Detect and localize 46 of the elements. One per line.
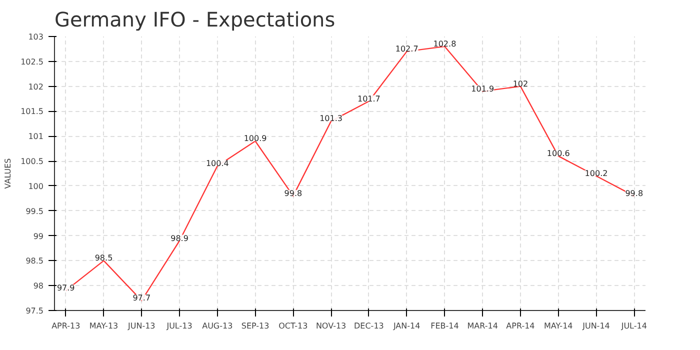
- y-tick-label: 99: [33, 232, 44, 241]
- x-tick-label: JAN-14: [392, 322, 420, 330]
- data-label: 99.8: [625, 188, 644, 198]
- x-tick-label: APR-14: [506, 322, 535, 330]
- x-tick-label: SEP-13: [241, 322, 270, 330]
- data-label: 97.7: [132, 294, 151, 303]
- data-label: 102.8: [433, 39, 456, 48]
- y-tick-label: 102: [28, 82, 44, 92]
- y-tick-label: 102.5: [20, 57, 44, 66]
- y-tick-label: 103: [28, 32, 44, 42]
- data-label: 101.3: [320, 114, 343, 124]
- x-tick-label: AUG-13: [202, 322, 233, 330]
- data-label: 102: [512, 79, 528, 88]
- data-label: 100.9: [244, 134, 267, 144]
- y-tick-label: 98.5: [26, 256, 44, 266]
- data-label: 101.7: [357, 94, 380, 104]
- x-tick-label: APR-13: [52, 322, 80, 330]
- x-tick-label: JUN-13: [127, 322, 156, 330]
- data-label: 100.6: [546, 149, 570, 158]
- data-label: 98.9: [170, 234, 188, 243]
- y-tick-label: 98: [33, 282, 44, 291]
- y-tick-label: 99.5: [26, 206, 44, 216]
- y-tick-label: 100.5: [20, 157, 44, 166]
- data-label: 100.2: [584, 168, 608, 178]
- y-axis-title: VALUES: [4, 158, 13, 189]
- y-tick-label: 100: [28, 182, 44, 191]
- x-tick-label: NOV-13: [316, 322, 346, 330]
- data-label: 97.9: [56, 284, 75, 293]
- x-tick-label: JUL-13: [166, 322, 192, 330]
- x-tick-label: FEB-14: [430, 322, 459, 330]
- x-tick-label: DEC-13: [354, 322, 384, 330]
- x-tick-label: OCT-13: [278, 322, 308, 330]
- data-label: 102.7: [395, 44, 418, 54]
- x-tick-label: JUN-14: [582, 322, 610, 330]
- x-tick-label: MAY-14: [544, 322, 573, 330]
- x-tick-label: MAR-14: [467, 322, 498, 330]
- data-label: 100.4: [206, 159, 229, 168]
- data-label: 101.9: [471, 84, 494, 94]
- x-tick-label: MAY-13: [89, 322, 118, 330]
- chart-title: Germany IFO - Expectations: [54, 8, 336, 32]
- y-tick-label: 101.5: [20, 107, 44, 116]
- data-label: 99.8: [284, 188, 302, 198]
- data-label: 98.5: [94, 254, 113, 263]
- y-tick-label: 101: [28, 132, 44, 142]
- x-tick-label: JUL-14: [620, 322, 647, 330]
- y-tick-label: 97.5: [26, 306, 44, 316]
